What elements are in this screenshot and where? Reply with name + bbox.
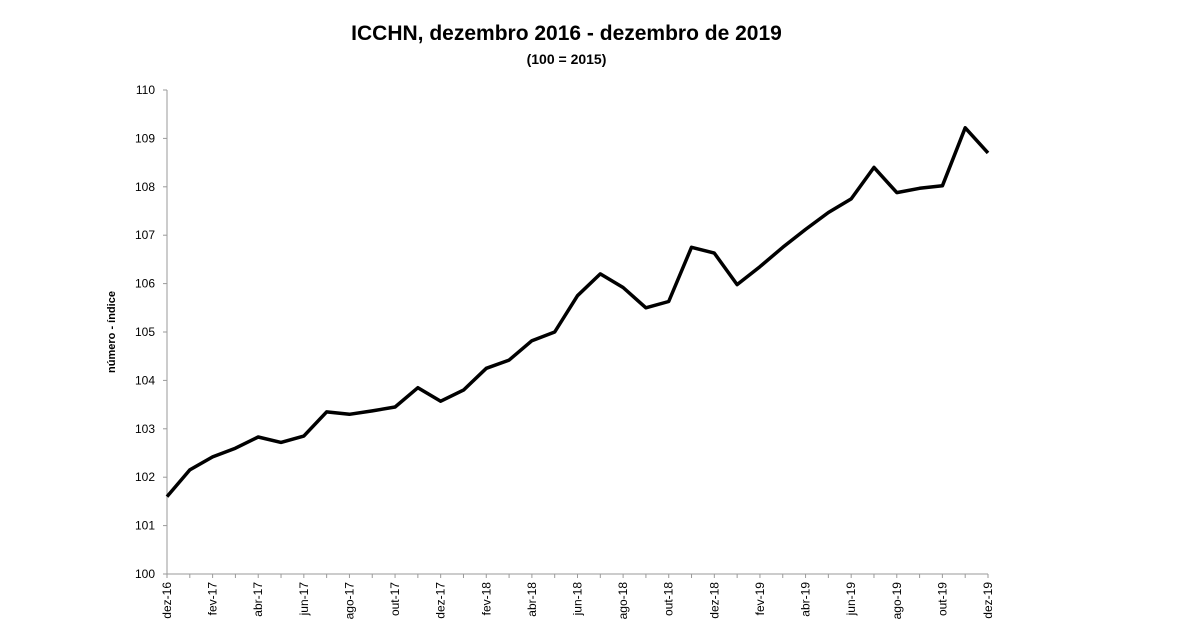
y-axis-ticks: 100 101 102 103 104 105 106 107 108 109 110: [135, 83, 167, 581]
y-tick-label: 102: [135, 470, 155, 484]
chart-subtitle: (100 = 2015): [526, 51, 607, 67]
series-line-icchn: [165, 126, 990, 498]
y-tick-label: 104: [135, 373, 155, 387]
y-tick-label: 109: [135, 131, 155, 145]
x-tick-label: dez-16: [160, 582, 174, 619]
x-tick-label: abr-18: [525, 582, 539, 617]
x-tick-label: dez-19: [981, 582, 995, 619]
x-tick-label: dez-18: [707, 582, 721, 619]
y-tick-label: 103: [135, 422, 155, 436]
y-tick-label: 107: [135, 228, 155, 242]
x-axis-ticks: dez-16 fev-17 abr-17 jun-17 ago-17 out-17 dez-…: [160, 574, 995, 619]
y-tick-label: 110: [136, 83, 155, 97]
x-tick-label: jun-19: [844, 582, 858, 617]
x-tick-label: jun-17: [297, 582, 311, 617]
chart-axes: [166, 90, 988, 575]
y-axis-label: número - índice: [106, 291, 118, 373]
x-tick-label: abr-19: [799, 582, 813, 617]
x-tick-label: out-18: [662, 582, 676, 616]
x-tick-label: fev-18: [479, 582, 493, 616]
x-tick-label: fev-19: [753, 582, 767, 616]
y-tick-label: 108: [135, 180, 155, 194]
x-tick-label: out-19: [935, 582, 949, 616]
chart-title: ICCHN, dezembro 2016 - dezembro de 2019: [351, 22, 782, 45]
x-tick-label: dez-17: [434, 582, 448, 619]
series-lines: [165, 126, 990, 498]
y-tick-label: 106: [135, 277, 155, 291]
x-tick-label: out-17: [388, 582, 402, 616]
x-tick-label: abr-17: [251, 582, 265, 617]
x-tick-label: fev-17: [206, 582, 220, 616]
y-tick-label: 105: [135, 325, 155, 339]
x-tick-label: ago-19: [890, 582, 904, 620]
y-tick-label: 100: [135, 567, 155, 581]
x-tick-label: ago-18: [616, 582, 630, 620]
y-tick-label: 101: [135, 519, 155, 533]
x-tick-label: jun-18: [571, 582, 585, 617]
x-tick-label: ago-17: [342, 582, 356, 620]
